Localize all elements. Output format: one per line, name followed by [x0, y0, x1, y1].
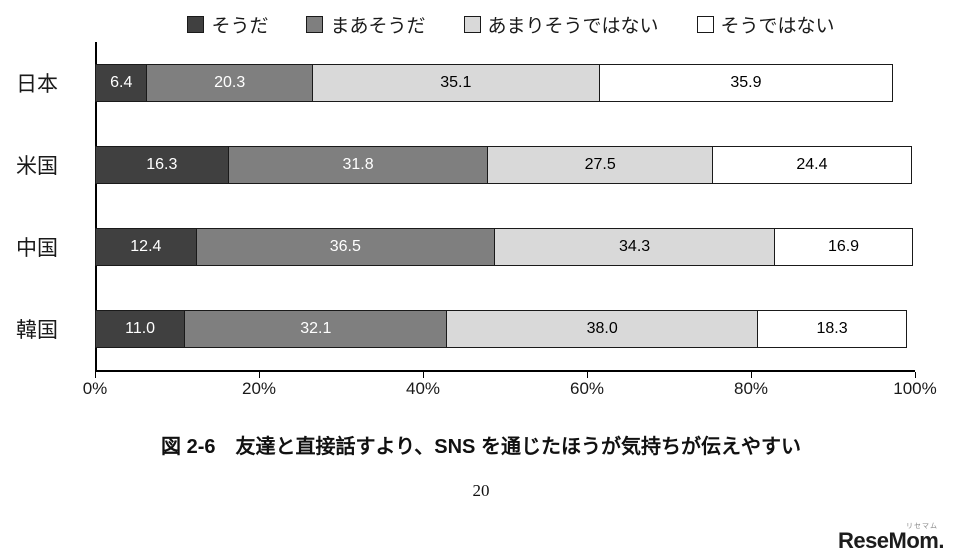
bar-segment: 12.4 [95, 228, 197, 266]
legend-label: まあそうだ [330, 15, 426, 37]
bar-segment: 16.9 [774, 228, 913, 266]
x-tick-label: 40% [405, 379, 441, 398]
logo-ruby-text: リセマム [906, 523, 938, 530]
bar-segment: 20.3 [146, 64, 313, 102]
legend-item-3: そうではない [696, 11, 835, 38]
x-tick-label: 0% [82, 379, 108, 398]
legend-swatch-icon [696, 15, 714, 33]
x-tick-mark [587, 372, 588, 378]
stacked-bar: 6.4 20.3 35.1 35.9 [95, 64, 915, 102]
chart-row: 日本 6.4 20.3 35.1 35.9 [16, 42, 915, 124]
bar-segment: 24.4 [711, 146, 912, 184]
chart-row: 韓国 11.0 32.1 38.0 18.3 [16, 288, 915, 370]
legend-label: そうではない [720, 15, 835, 37]
legend-item-0: そうだ [187, 11, 268, 38]
chart-rows: 日本 6.4 20.3 35.1 35.9 米国 16.3 31.8 27.5 24.4 中国 12.… [16, 42, 915, 370]
category-label: 韓国 [16, 319, 58, 342]
logo-text: ReseMom. [837, 528, 945, 553]
bar-segment: 35.9 [598, 64, 894, 102]
chart-row: 米国 16.3 31.8 27.5 24.4 [16, 124, 915, 206]
bar-segment: 36.5 [195, 228, 495, 266]
chart-caption: 図 2-6 友達と直接話すより、SNS を通じたほうが気持ちが伝えやすい [161, 436, 801, 458]
stacked-bar: 11.0 32.1 38.0 18.3 [95, 310, 915, 348]
stacked-bar: 16.3 31.8 27.5 24.4 [95, 146, 915, 184]
x-tick-label: 100% [893, 379, 937, 398]
stacked-bar: 12.4 36.5 34.3 16.9 [95, 228, 915, 266]
legend: そうだ まあそうだ あまりそうではない そうではない [0, 8, 962, 40]
legend-item-1: まあそうだ [306, 11, 426, 38]
x-tick-mark [95, 372, 96, 378]
page-number: 20 [472, 481, 490, 500]
bar-segment: 18.3 [757, 310, 908, 348]
x-tick-mark [915, 372, 916, 378]
chart-row: 中国 12.4 36.5 34.3 16.9 [16, 206, 915, 288]
legend-swatch-icon [463, 15, 481, 33]
resemom-logo: リセマム ReseMom. [837, 523, 945, 553]
legend-item-2: あまりそうではない [463, 11, 659, 38]
x-tick-mark [751, 372, 752, 378]
y-axis-line [95, 42, 97, 370]
category-label: 米国 [16, 155, 58, 178]
category-label: 日本 [16, 73, 58, 96]
bar-segment: 31.8 [227, 146, 489, 184]
bar-segment: 27.5 [487, 146, 713, 184]
category-label: 中国 [16, 237, 58, 260]
x-tick-mark [259, 372, 260, 378]
x-tick-label: 60% [569, 379, 605, 398]
plot-area: 日本 6.4 20.3 35.1 35.9 米国 16.3 31.8 27.5 24.4 中国 12.… [16, 42, 915, 372]
bar-segment: 11.0 [95, 310, 186, 348]
x-tick-mark [423, 372, 424, 378]
bar-segment: 32.1 [184, 310, 448, 348]
bar-segment: 16.3 [95, 146, 229, 184]
x-axis: 0% 20% 40% 60% 80% 100% [83, 372, 937, 402]
legend-swatch-icon [306, 15, 324, 33]
legend-swatch-icon [187, 15, 205, 33]
legend-label: そうだ [211, 15, 269, 37]
bar-segment: 34.3 [493, 228, 776, 266]
legend-label: あまりそうではない [487, 15, 659, 37]
x-tick-label: 20% [241, 379, 277, 398]
bar-segment: 38.0 [446, 310, 758, 348]
x-tick-label: 80% [733, 379, 769, 398]
bar-segment: 6.4 [95, 64, 148, 102]
bar-segment: 35.1 [311, 64, 600, 102]
